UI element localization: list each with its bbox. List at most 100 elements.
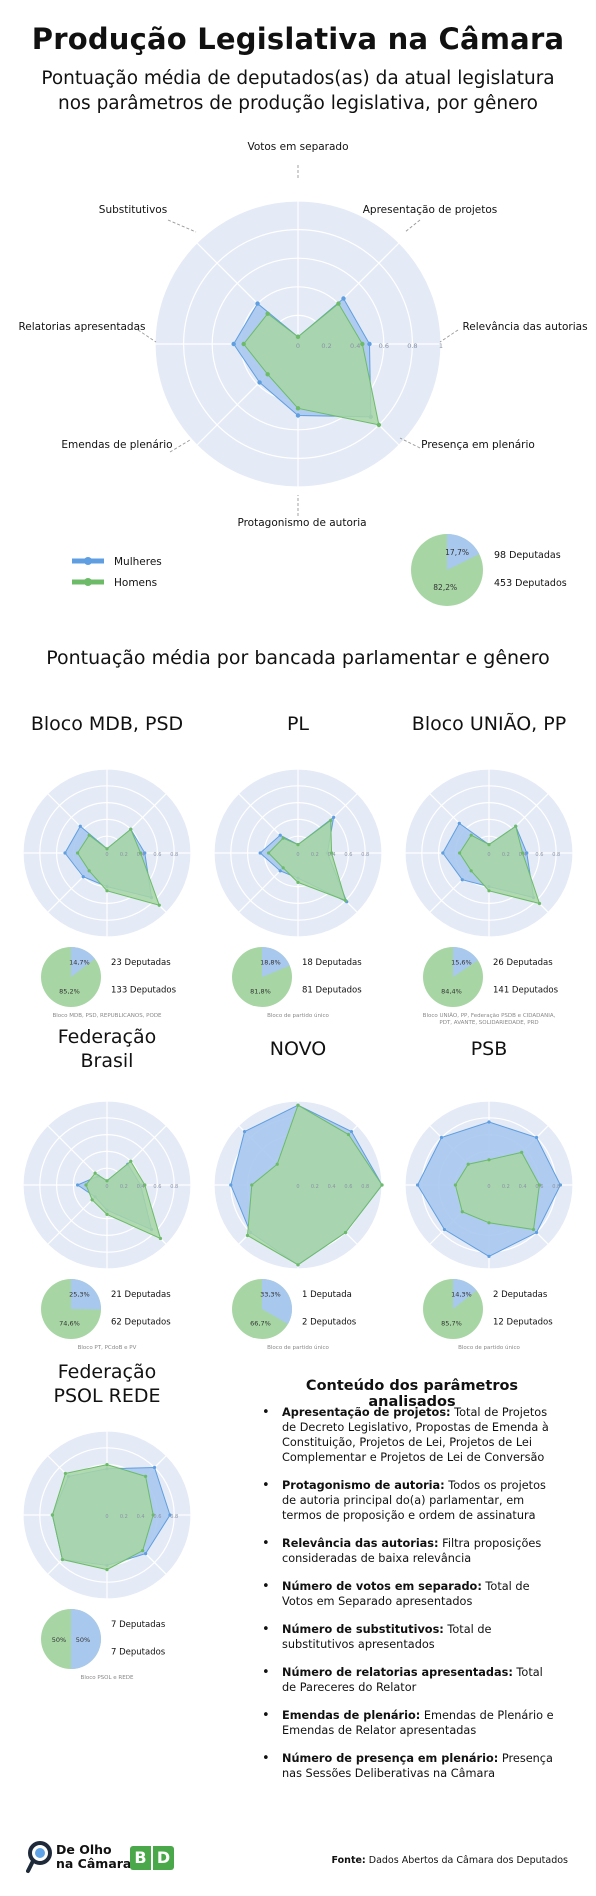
legend-marker-women — [84, 557, 92, 565]
axis-label: Protagonismo de autoria — [237, 517, 366, 529]
data-point — [343, 898, 348, 903]
param-item: Apresentação de projetos: Total de Proje… — [262, 1405, 560, 1465]
param-term: Relevância das autorias: — [282, 1537, 439, 1550]
pie-label-women: 26 Deputadas — [493, 958, 553, 968]
data-point — [457, 821, 461, 825]
party-note: Bloco de partido único — [458, 1344, 520, 1351]
data-point — [295, 334, 301, 340]
data-point — [460, 1210, 464, 1214]
data-point — [439, 1135, 444, 1140]
data-point — [336, 301, 341, 306]
pie-label-men: 7 Deputados — [111, 1647, 166, 1657]
data-point — [343, 1230, 348, 1235]
data-point — [469, 869, 473, 873]
tick-label: 0.8 — [361, 852, 369, 858]
pie-label-men: 81 Deputados — [302, 985, 362, 995]
data-point — [143, 851, 147, 855]
pie-slice-women — [453, 947, 478, 977]
data-point — [558, 1183, 563, 1187]
data-point — [442, 1227, 447, 1232]
tick-label: 0.6 — [535, 1184, 543, 1190]
pie-slice-women — [262, 1279, 293, 1324]
party-title: PSOL REDE — [54, 1385, 161, 1407]
param-item: Emendas de plenário: Emendas de Plenário… — [262, 1708, 560, 1738]
tick-label: 0.4 — [519, 1184, 527, 1190]
data-point — [258, 851, 262, 855]
data-point — [349, 1129, 354, 1134]
data-point — [281, 866, 285, 870]
pie-pct-women: 14,3% — [451, 1290, 472, 1298]
tick-label: 0 — [105, 1514, 108, 1520]
param-desc: Total de Pareceres do Relator — [282, 1666, 543, 1694]
section-title: Pontuação média por bancada parlamentar … — [46, 647, 550, 669]
data-point — [534, 1135, 539, 1140]
main-radar-chart: 0 0.2 0.4 0.6 0.8 1 Votos em separado Apresenta… — [18, 141, 588, 606]
pie-slice-women — [262, 947, 290, 977]
data-point — [525, 851, 529, 855]
pie-pct-men: 85,2% — [59, 988, 80, 996]
param-term: Apresentação de projetos: — [282, 1406, 451, 1419]
pie-pct-women: 15,6% — [451, 958, 472, 966]
party-note: Bloco UNIÃO, PP, Federação PSDB e CIDADA… — [423, 1012, 556, 1019]
tick-label: 0.6 — [153, 1514, 161, 1520]
data-point — [229, 1183, 233, 1187]
axis-label: Substitutivos — [99, 204, 167, 216]
data-point — [514, 824, 518, 828]
pie-label-women: 21 Deputadas — [111, 1290, 171, 1300]
param-term: Número de relatorias apresentadas: — [282, 1666, 513, 1679]
param-term: Número de votos em separado: — [282, 1580, 482, 1593]
pie-label-women: 1 Deputada — [302, 1290, 352, 1300]
tick-label: 0.2 — [311, 1184, 319, 1190]
axis-leader-line — [404, 219, 421, 233]
tick-label: 0.6 — [535, 852, 543, 858]
data-point — [105, 847, 109, 851]
axis-leader-line — [167, 219, 197, 233]
param-desc: Total de Projetos de Decreto Legislativo… — [282, 1406, 549, 1464]
data-point — [296, 1103, 300, 1107]
pie-pct-women: 33,3% — [260, 1290, 281, 1298]
pie-slice-women — [453, 1279, 477, 1309]
party-note: PDT, AVANTE, SOLIDARIEDADE, PRD — [439, 1020, 538, 1026]
tick-label: 0.6 — [344, 1184, 352, 1190]
pie-label-women: 23 Deputadas — [111, 958, 171, 968]
param-term: Emendas de plenário: — [282, 1709, 421, 1722]
tick-label: 0.8 — [407, 342, 417, 350]
axis-label: Presença em plenário — [421, 439, 535, 451]
party-chart: Bloco MDB, PSD 0 0.2 0.4 0.6 0.8 14,7% 85,2% 23 … — [22, 713, 192, 1019]
pie-pct-men: 84,4% — [441, 988, 462, 996]
party-note: Bloco PT, PCdoB e PV — [78, 1345, 137, 1351]
params-list: Apresentação de projetos: Total de Proje… — [262, 1405, 560, 1794]
party-chart: Bloco UNIÃO, PP 0 0.2 0.4 0.6 0.8 15,6% 84,4% 26… — [404, 712, 574, 1026]
source-note: Fonte: Dados Abertos da Câmara dos Deput… — [332, 1855, 568, 1866]
tick-label: 0.4 — [137, 1514, 145, 1520]
legend-label-women: Mulheres — [114, 556, 162, 568]
logo-line-1: De Olho — [56, 1842, 112, 1857]
data-point — [60, 1557, 65, 1562]
tick-label: 0.8 — [552, 1184, 560, 1190]
pie-label-women: 7 Deputadas — [111, 1620, 166, 1630]
data-point — [90, 1198, 94, 1202]
pie-label-women: 18 Deputadas — [302, 958, 362, 968]
param-item: Número de relatorias apresentadas: Total… — [262, 1665, 560, 1695]
data-point — [376, 422, 382, 428]
data-point — [265, 372, 270, 377]
data-point — [63, 1471, 68, 1476]
data-point — [296, 843, 300, 847]
param-desc: Total de substitutivos apresentados — [282, 1623, 492, 1651]
data-point — [143, 1183, 147, 1187]
party-title: Brasil — [81, 1050, 134, 1072]
tick-label: 0 — [487, 852, 490, 858]
data-point — [84, 1183, 88, 1187]
data-point — [278, 869, 282, 873]
tick-label: 0 — [105, 852, 108, 858]
axis-label: Relatorias apresentadas — [18, 321, 145, 333]
axis-leader-line — [137, 329, 157, 343]
data-point — [168, 1513, 172, 1517]
party-note: Bloco MDB, PSD, REPUBLICANOS, PODE — [52, 1013, 162, 1019]
party-radar-charts: Bloco MDB, PSD 0 0.2 0.4 0.6 0.8 14,7% 85,2% 23 … — [22, 712, 574, 1680]
pie-pct-men: 85,7% — [441, 1320, 462, 1328]
tick-label: 0 — [296, 342, 300, 350]
data-point — [105, 1212, 109, 1216]
